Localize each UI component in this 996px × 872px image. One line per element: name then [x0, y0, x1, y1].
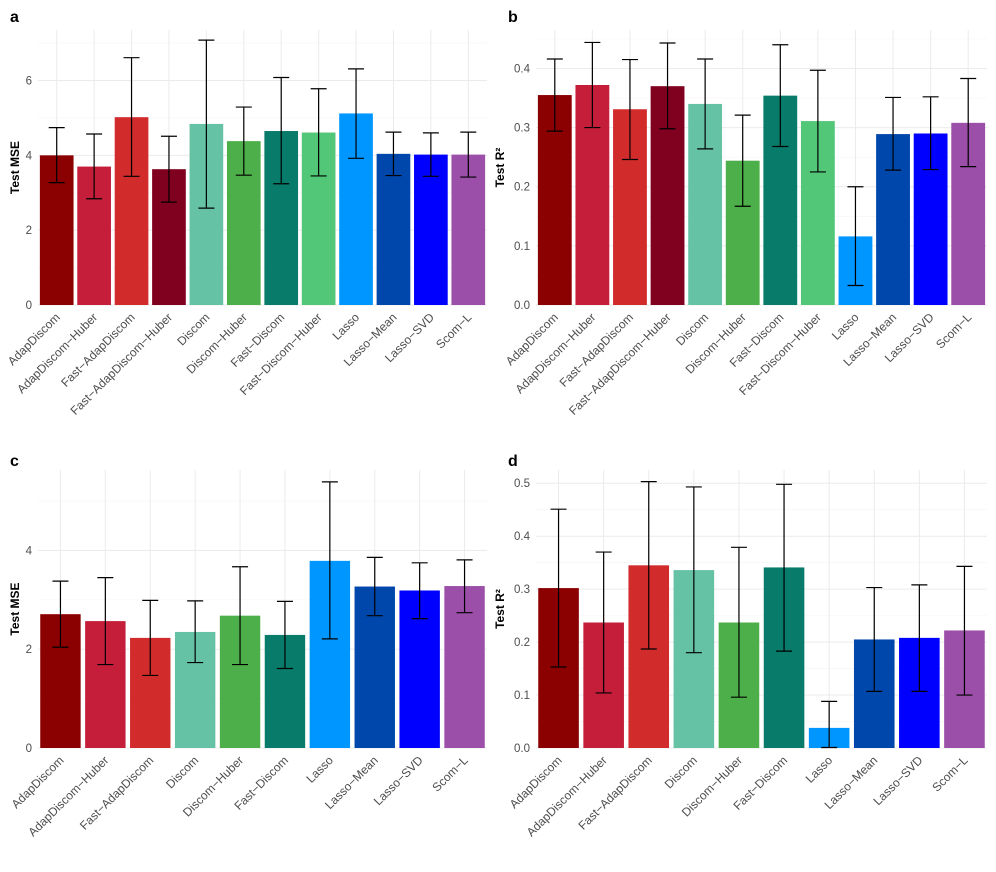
x-tick-label-scom-l: Scom−L	[429, 753, 470, 794]
y-tick-label: 0.0	[514, 300, 530, 312]
y-tick-label: 0.2	[514, 637, 530, 649]
x-tick-label-lasso-svd: Lasso−SVD	[371, 753, 426, 808]
error-bar-scom-l	[456, 559, 473, 614]
y-tick-label: 0	[26, 743, 32, 755]
error-bar-fast-adapdiscom-huber	[659, 42, 676, 130]
panel-d: 0.00.10.20.30.40.5AdapDiscomAdapDiscom−H…	[493, 453, 987, 839]
panel-b: 0.00.10.20.30.4AdapDiscomAdapDiscom−Hube…	[493, 9, 987, 418]
panel-label: c	[10, 453, 19, 470]
error-bar-lasso-mean	[385, 131, 402, 177]
error-bar-adapdiscom	[546, 58, 563, 132]
error-bar-lasso-svd	[411, 562, 428, 620]
x-tick-label-scom-l: Scom−L	[433, 310, 474, 351]
error-bar-fast-adapdiscom	[621, 58, 638, 161]
y-tick-label: 0.3	[514, 584, 530, 596]
x-tick-label-scom-l: Scom−L	[933, 310, 974, 351]
error-bar-lasso-svd	[422, 132, 439, 177]
error-bar-lasso	[821, 700, 838, 749]
error-bar-lasso	[847, 186, 864, 287]
error-bar-lasso-mean	[885, 96, 902, 171]
error-bar-fast-discom	[276, 600, 293, 670]
error-bar-fast-discom	[273, 76, 290, 185]
y-axis-title: Test R²	[493, 589, 507, 629]
y-tick-label: 0.5	[514, 478, 530, 490]
panel-c: 024AdapDiscomAdapDiscom−HuberFast−AdapDi…	[8, 453, 487, 839]
bar-scom-l	[451, 154, 486, 305]
error-bar-discom-huber	[235, 106, 252, 176]
error-bar-lasso-svd	[922, 96, 939, 171]
y-tick-label: 2	[26, 225, 32, 237]
error-bar-adapdiscom-huber	[584, 41, 601, 129]
y-tick-label: 0.1	[514, 241, 530, 253]
x-tick-label-scom-l: Scom−L	[929, 753, 970, 794]
error-bar-fast-adapdiscom	[640, 481, 657, 650]
y-tick-label: 0.0	[514, 743, 530, 755]
y-tick-label: 4	[26, 150, 33, 162]
error-bar-lasso	[348, 68, 365, 159]
y-tick-label: 0.2	[514, 182, 530, 194]
x-tick-label-lasso: Lasso	[303, 753, 336, 786]
panel-label: a	[10, 9, 19, 26]
error-bar-fast-adapdiscom	[142, 599, 159, 677]
error-bar-scom-l	[956, 565, 973, 696]
error-bar-fast-discom	[776, 483, 793, 652]
error-bar-scom-l	[960, 77, 977, 168]
y-tick-label: 0.3	[514, 123, 530, 135]
x-tick-label-discom: Discom	[662, 753, 700, 791]
error-bar-adapdiscom	[48, 127, 65, 184]
panel-a: 0246AdapDiscomAdapDiscom−HuberFast−AdapD…	[5, 9, 487, 418]
x-tick-label-lasso-svd: Lasso−SVD	[871, 753, 926, 808]
y-axis-title: Test MSE	[8, 141, 22, 194]
x-tick-label-adapdiscom-huber: AdapDiscom−Huber	[524, 753, 610, 839]
x-tick-label-lasso: Lasso	[330, 310, 363, 343]
error-bar-discom	[198, 39, 215, 209]
y-axis-title: Test MSE	[8, 582, 22, 635]
y-axis-title: Test R²	[493, 148, 507, 188]
error-bar-fast-adapdiscom	[123, 57, 140, 177]
error-bar-discom-huber	[232, 566, 249, 666]
y-tick-label: 6	[26, 76, 32, 88]
error-bar-fast-discom-huber	[809, 69, 826, 173]
x-tick-label-discom: Discom	[163, 753, 201, 791]
error-bar-fast-discom-huber	[310, 88, 327, 177]
error-bar-adapdiscom-huber	[86, 133, 103, 200]
x-tick-label-lasso: Lasso	[829, 310, 862, 343]
panel-label: d	[508, 453, 518, 470]
y-tick-label: 0.4	[514, 531, 531, 543]
error-bar-discom	[697, 58, 714, 150]
error-bar-discom	[187, 600, 204, 664]
error-bar-fast-discom	[772, 44, 789, 148]
error-bar-adapdiscom	[550, 508, 567, 668]
y-tick-label: 2	[26, 644, 32, 656]
y-tick-label: 0	[26, 300, 32, 312]
bar-lasso-mean	[376, 153, 411, 305]
error-bar-discom	[685, 486, 702, 654]
panel-label: b	[508, 9, 518, 26]
x-tick-label-lasso: Lasso	[803, 753, 836, 786]
y-tick-label: 0.1	[514, 690, 530, 702]
error-bar-lasso-mean	[866, 586, 883, 692]
error-bar-adapdiscom-huber	[595, 551, 612, 694]
error-bar-lasso	[321, 481, 338, 640]
error-bar-adapdiscom-huber	[97, 577, 114, 666]
error-bar-lasso-mean	[366, 556, 383, 617]
y-tick-label: 0.4	[514, 63, 531, 75]
error-bar-fast-adapdiscom-huber	[160, 135, 177, 203]
x-tick-label-adapdiscom-huber: AdapDiscom−Huber	[25, 753, 111, 839]
y-tick-label: 4	[26, 545, 33, 557]
error-bar-discom-huber	[734, 114, 751, 207]
error-bar-lasso-svd	[911, 584, 928, 692]
bar-lasso-svd	[414, 154, 448, 305]
error-bar-discom-huber	[730, 546, 747, 698]
error-bar-scom-l	[460, 131, 477, 178]
error-bar-adapdiscom	[52, 580, 69, 648]
